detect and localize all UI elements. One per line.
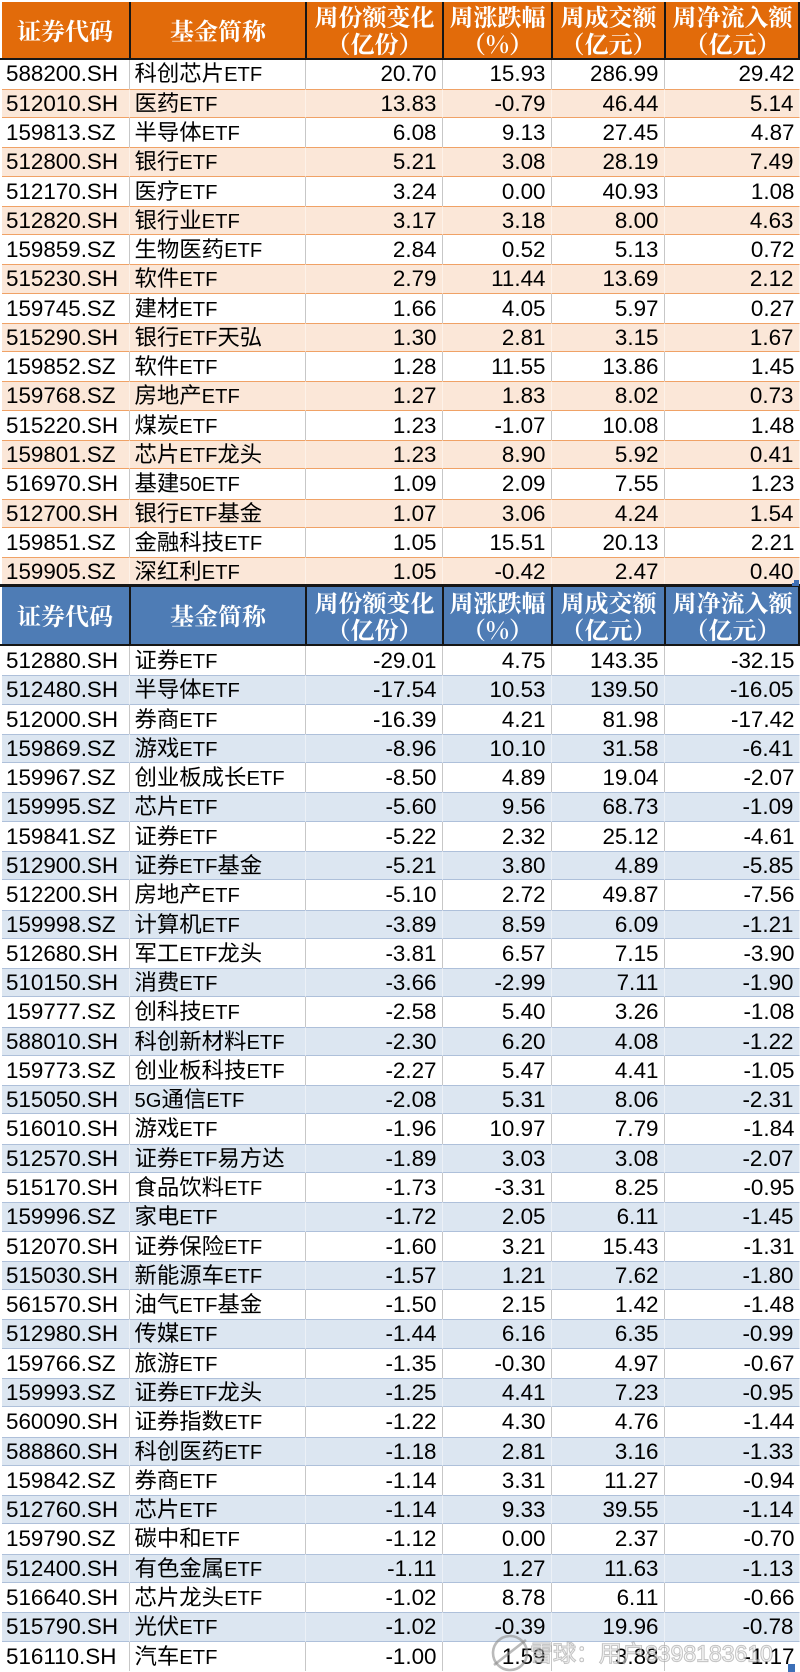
- svg-text:雪球：用户8398183610: 雪球：用户8398183610: [530, 1635, 773, 1669]
